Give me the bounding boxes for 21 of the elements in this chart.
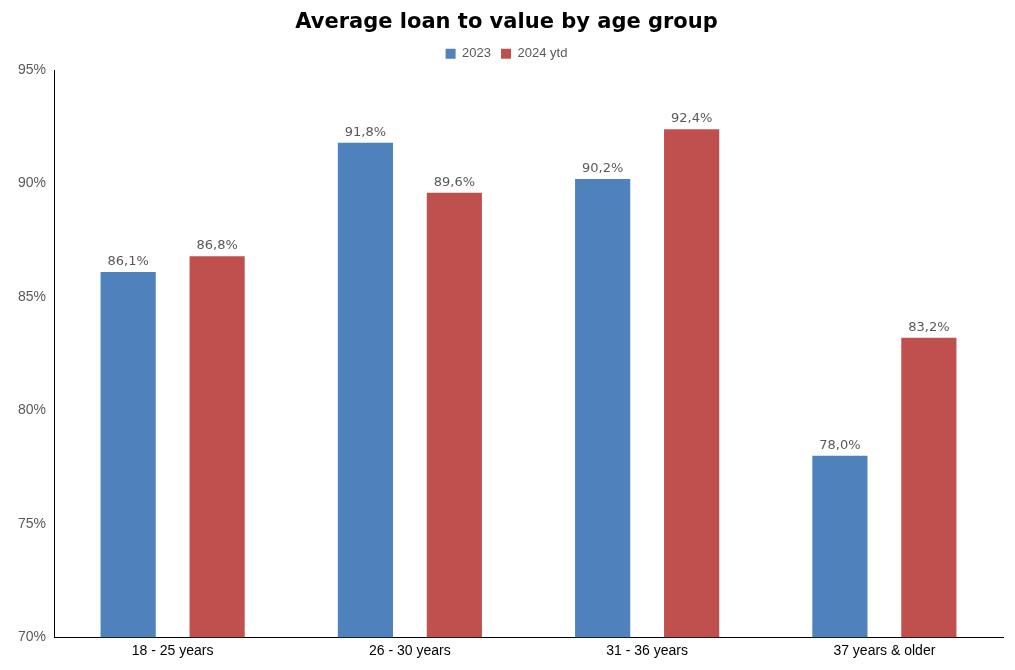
chart-title: Average loan to value by age group: [295, 9, 718, 34]
y-tick-label: 80%: [17, 401, 47, 418]
x-tick-label: 37 years & older: [833, 642, 936, 659]
data-label: 78,0%: [819, 436, 861, 452]
y-tick-label: 95%: [17, 61, 47, 78]
y-tick-label: 70%: [17, 628, 47, 645]
data-label: 83,2%: [908, 318, 950, 334]
y-tick-label: 75%: [17, 514, 47, 531]
data-label: 86,8%: [196, 237, 238, 253]
y-tick-label: 85%: [17, 287, 47, 304]
x-tick-label: 18 - 25 years: [131, 642, 214, 659]
legend-label: 2024 ytd: [517, 45, 568, 61]
data-label: 91,8%: [344, 123, 387, 139]
legend-label: 2023: [462, 45, 492, 61]
data-label: 90,2%: [581, 159, 624, 175]
x-tick-label: 26 - 30 years: [369, 642, 451, 659]
data-label: 92,4%: [670, 110, 713, 126]
y-tick-label: 90%: [17, 174, 47, 191]
data-label: 89,6%: [433, 173, 476, 189]
data-label: 86,1%: [107, 252, 149, 268]
x-tick-label: 31 - 36 years: [606, 642, 688, 659]
